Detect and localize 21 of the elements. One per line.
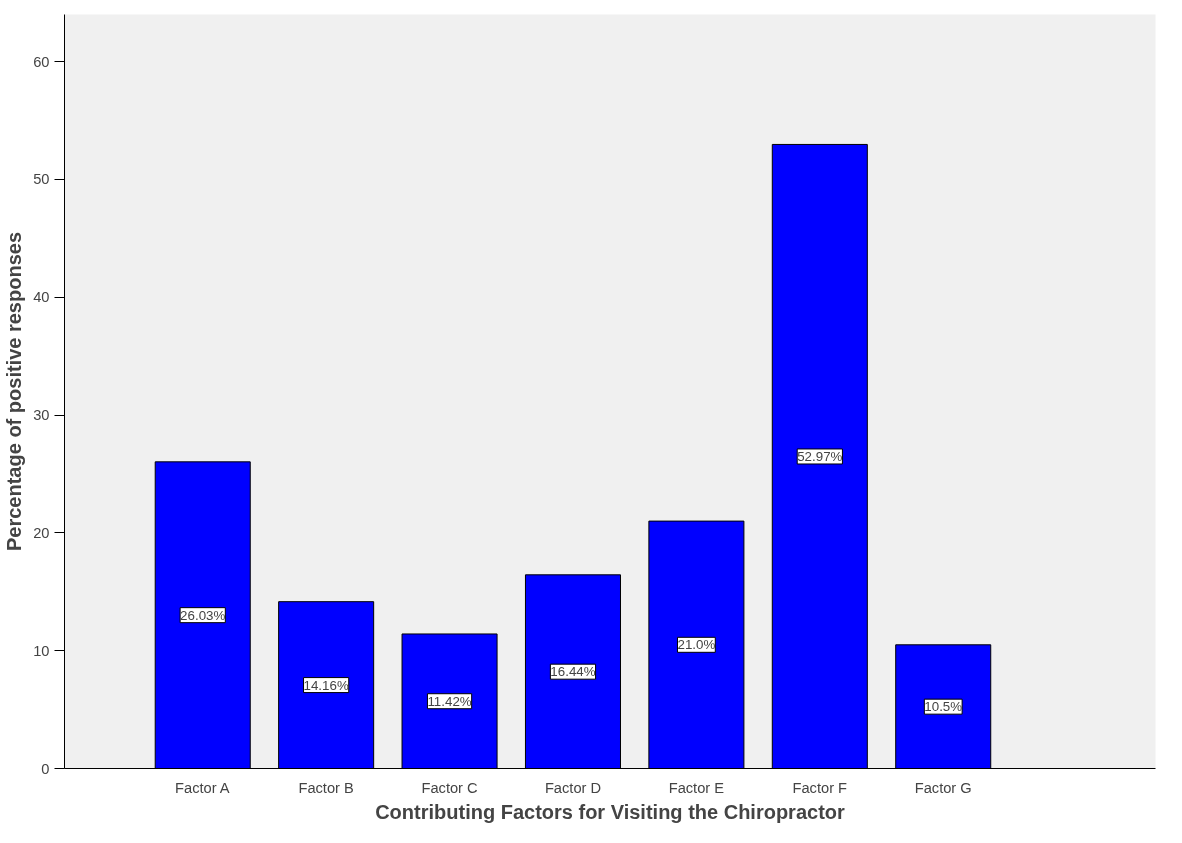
data-label: 16.44% <box>550 664 596 680</box>
y-tick-label: 60 <box>33 53 50 70</box>
x-tick-label: Factor C <box>421 779 479 796</box>
x-tick-label: Factor F <box>792 779 848 796</box>
data-label: 10.5% <box>924 699 963 715</box>
x-axis-title: Contributing Factors for Visiting the Chiropractor <box>375 800 846 823</box>
x-tick-label: Factor E <box>668 779 725 796</box>
y-tick-label: 40 <box>33 289 50 306</box>
data-label: 21.0% <box>677 637 716 653</box>
y-tick-label: 50 <box>33 171 50 188</box>
y-tick-label: 0 <box>41 760 50 777</box>
y-tick-label: 30 <box>33 407 50 424</box>
y-axis-title: Percentage of positive responses <box>3 231 26 551</box>
x-tick-label: Factor B <box>298 779 354 796</box>
y-tick-label: 10 <box>33 642 50 659</box>
x-tick-label: Factor A <box>175 779 230 796</box>
y-tick-label: 20 <box>33 524 50 541</box>
data-label: 52.97% <box>797 448 843 464</box>
x-tick-label: Factor G <box>914 779 972 796</box>
data-label: 11.42% <box>427 693 472 709</box>
x-tick-label: Factor D <box>544 779 602 796</box>
